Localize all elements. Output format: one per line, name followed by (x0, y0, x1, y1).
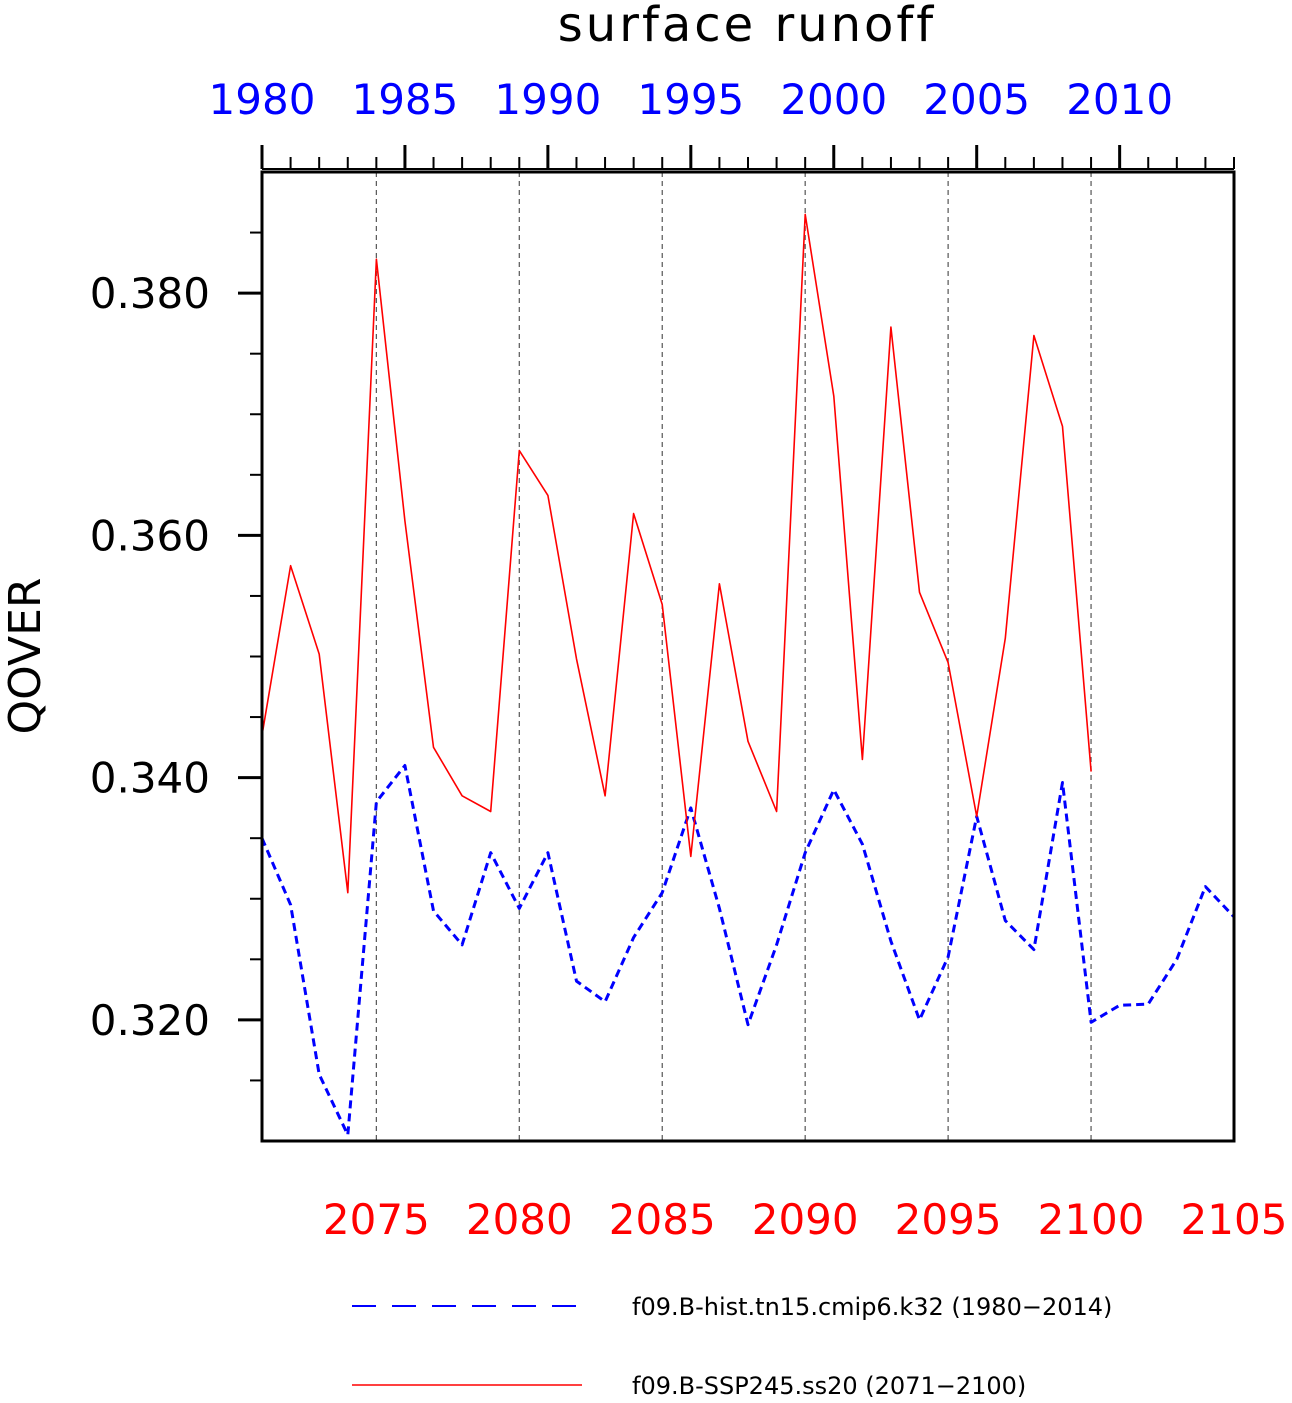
top-axis: 1980 1985 1990 1995 2000 2005 2010 (209, 75, 1235, 170)
bottom-axis-tick-label: 2105 (1181, 1195, 1288, 1244)
top-axis-tick-label: 1995 (637, 75, 744, 124)
bottom-axis-tick-label: 2095 (895, 1195, 1002, 1244)
bottom-axis-tick-label: 2090 (752, 1195, 859, 1244)
grid-lines (375, 172, 1092, 1141)
bottom-axis-tick-label: 2085 (609, 1195, 716, 1244)
top-axis-tick-label: 1985 (351, 75, 458, 124)
bottom-axis-tick-label: 2100 (1038, 1195, 1145, 1244)
top-axis-tick-label: 2000 (780, 75, 887, 124)
y-axis-tick-label: 0.360 (90, 511, 210, 560)
y-axis-tick-label: 0.340 (90, 754, 210, 803)
series-lines (260, 213, 1236, 1137)
bottom-axis: 2075 2080 2085 2090 2095 2100 2105 (323, 1195, 1288, 1244)
top-axis-tick-label: 1990 (494, 75, 601, 124)
top-axis-tick-label: 1980 (209, 75, 316, 124)
top-axis-tick-label: 2005 (923, 75, 1030, 124)
legend-label: f09.B-hist.tn15.cmip6.k32 (1980−2014) (632, 1293, 1112, 1321)
bottom-axis-tick-label: 2075 (323, 1195, 430, 1244)
y-axis-label: QOVER (0, 578, 51, 735)
bottom-axis-tick-label: 2080 (466, 1195, 573, 1244)
series-line-hist (260, 764, 1236, 1137)
top-axis-tick-label: 2010 (1066, 75, 1173, 124)
y-axis-tick-label: 0.320 (90, 996, 210, 1045)
y-axis: 0.320 0.340 0.360 0.380 (90, 231, 262, 1082)
legend: f09.B-hist.tn15.cmip6.k32 (1980−2014) f09… (352, 1293, 1112, 1400)
chart-title: surface runoff (558, 0, 936, 53)
series-line-ssp245 (261, 213, 1092, 894)
legend-label: f09.B-SSP245.ss20 (2071−2100) (632, 1372, 1026, 1399)
y-axis-tick-label: 0.380 (90, 269, 210, 318)
